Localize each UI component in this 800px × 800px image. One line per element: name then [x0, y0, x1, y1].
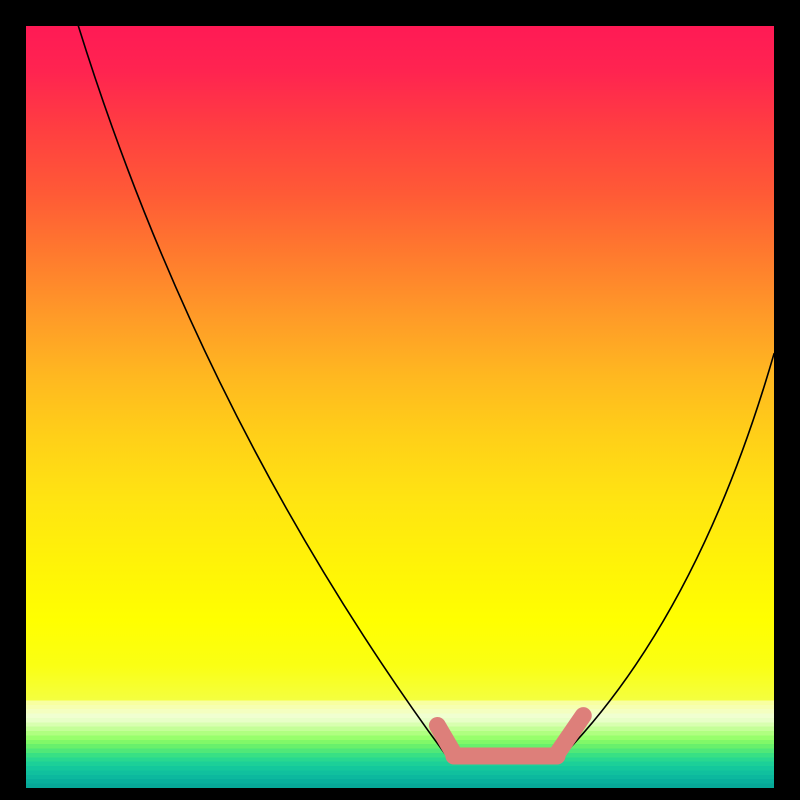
- border-bottom: [0, 788, 800, 800]
- border-right: [774, 0, 800, 800]
- border-top: [0, 0, 800, 26]
- chart-frame: TheBottleneck.com: [0, 0, 800, 800]
- bottleneck-curve: [26, 26, 774, 788]
- plot-area: [26, 26, 774, 788]
- border-left: [0, 0, 26, 800]
